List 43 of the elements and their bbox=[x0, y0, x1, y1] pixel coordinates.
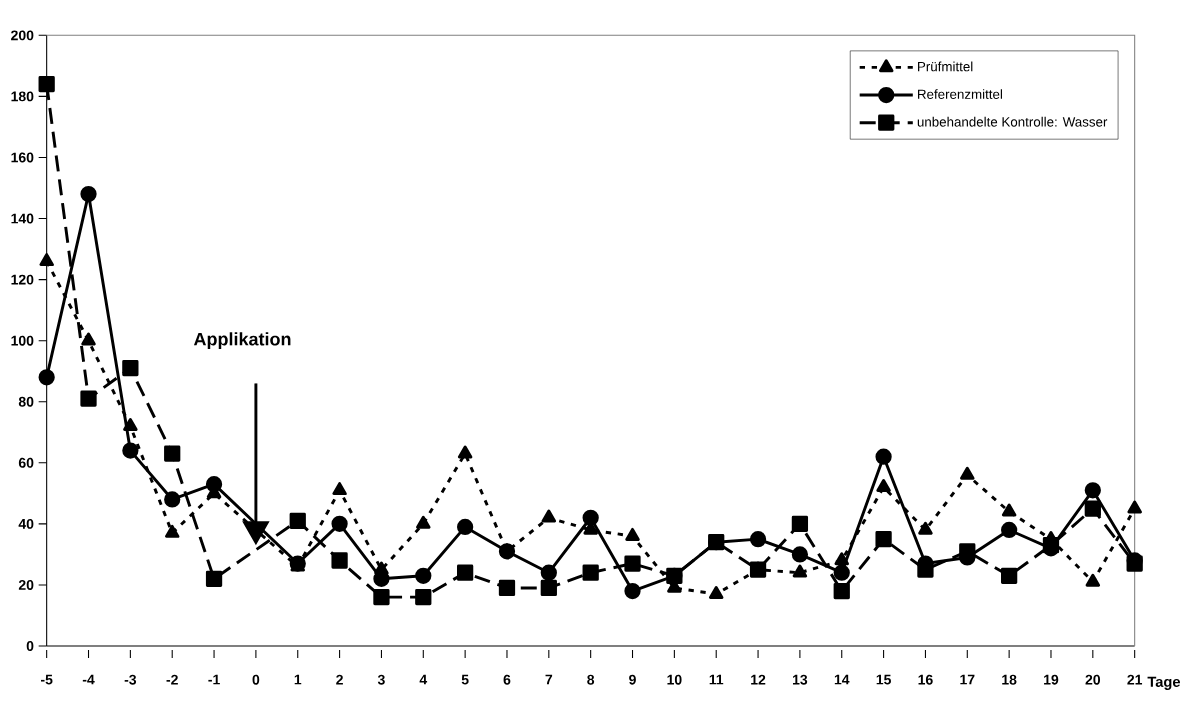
y-tick-label: 100 bbox=[11, 335, 34, 346]
y-tick-label: 180 bbox=[11, 91, 34, 102]
y-tick-label: 80 bbox=[18, 396, 34, 407]
x-tick-label: 6 bbox=[503, 674, 511, 685]
legend-label: Referenzmittel bbox=[918, 89, 1002, 99]
legend-label: unbehandelte Kontrolle: Wasser bbox=[917, 116, 1108, 127]
x-tick-label: 19 bbox=[1044, 674, 1059, 685]
y-tick-label: 160 bbox=[11, 152, 34, 163]
x-tick-label: 14 bbox=[834, 674, 850, 685]
y-tick-label: 60 bbox=[18, 457, 34, 468]
y-tick-label: 200 bbox=[11, 30, 34, 41]
x-tick-label: -1 bbox=[208, 674, 220, 685]
x-tick-label: 1 bbox=[294, 674, 302, 685]
y-tick-label: 20 bbox=[18, 579, 34, 590]
x-tick-label: 10 bbox=[667, 674, 682, 685]
x-tick-label: 8 bbox=[587, 674, 595, 685]
x-tick-label: 13 bbox=[792, 674, 808, 685]
x-tick-label: 20 bbox=[1085, 674, 1101, 685]
x-tick-label: 17 bbox=[960, 674, 975, 685]
x-tick-label: 11 bbox=[709, 674, 724, 685]
x-tick-label: 2 bbox=[336, 674, 343, 685]
x-tick-label: 16 bbox=[918, 674, 933, 685]
annotation: Applikation bbox=[193, 332, 291, 350]
y-tick-label: 140 bbox=[11, 213, 34, 224]
x-tick-label: 18 bbox=[1002, 674, 1017, 685]
x-tick-label: -4 bbox=[82, 674, 95, 685]
x-tick-label: -3 bbox=[124, 674, 137, 685]
x-tick-label: 21 bbox=[1127, 674, 1143, 685]
x-tick-label: 7 bbox=[545, 674, 553, 685]
x-tick-label: -2 bbox=[166, 674, 178, 685]
x-tick-label: 12 bbox=[751, 674, 766, 685]
x-tick-label: 4 bbox=[419, 674, 428, 685]
y-tick-label: 40 bbox=[18, 518, 34, 529]
x-tick-label: 5 bbox=[461, 674, 469, 685]
x-tick-label: 3 bbox=[377, 674, 385, 685]
y-tick-label: 0 bbox=[26, 641, 34, 651]
x-axis-title: Tage bbox=[1147, 676, 1181, 690]
x-tick-label: -5 bbox=[40, 674, 53, 685]
x-tick-label: 15 bbox=[876, 674, 891, 685]
y-tick-label: 120 bbox=[11, 274, 34, 285]
x-tick-label: 0 bbox=[252, 674, 260, 685]
x-tick-label: 9 bbox=[629, 674, 636, 685]
legend-label: Prüfmittel bbox=[918, 61, 973, 72]
